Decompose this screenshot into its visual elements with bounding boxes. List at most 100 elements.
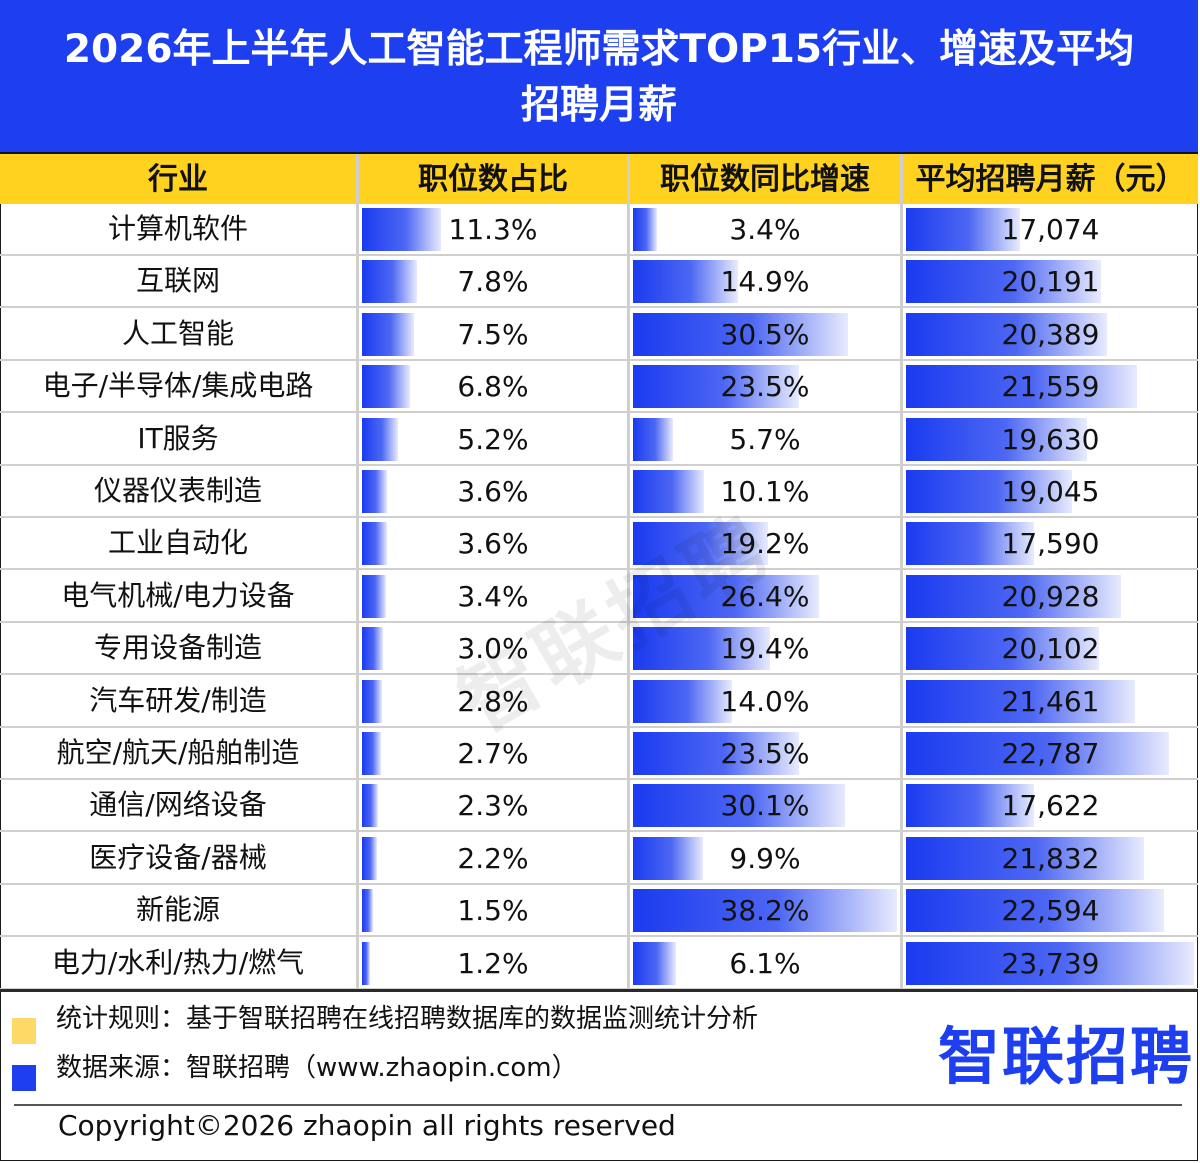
table-row: 新能源 1.5% 38.2% 22,594 — [0, 885, 1198, 938]
share-value: 2.7% — [457, 737, 529, 770]
industry-label: 汽车研发/制造 — [89, 683, 267, 717]
salary-value: 21,832 — [1001, 841, 1100, 875]
growth-value: 6.1% — [729, 946, 801, 980]
growth-bar — [633, 470, 705, 513]
salary-bar — [906, 627, 1100, 671]
growth-value: 23.5% — [720, 737, 810, 770]
share-value: 6.8% — [457, 370, 529, 404]
growth-value: 19.4% — [720, 632, 810, 666]
share-value: 3.0% — [457, 632, 529, 666]
growth-bar — [633, 260, 738, 304]
growth-bar — [633, 784, 846, 828]
industry-label: 计算机软件 — [107, 212, 248, 245]
share-value: 3.6% — [457, 475, 529, 508]
industry-label: 通信/网络设备 — [89, 788, 267, 822]
share-value: 7.5% — [457, 317, 529, 351]
column-divider — [356, 154, 359, 990]
industry-label: 电气机械/电力设备 — [61, 578, 295, 612]
salary-bar — [906, 941, 1194, 985]
salary-bar — [906, 784, 1035, 828]
table-row: 通信/网络设备 2.3% 30.1% 17,622 — [0, 780, 1198, 833]
industry-label: IT服务 — [137, 421, 219, 455]
salary-value: 17,590 — [1001, 527, 1100, 561]
growth-bar — [633, 312, 848, 356]
salary-value: 20,389 — [1001, 317, 1100, 351]
industry-label: 专用设备制造 — [93, 631, 262, 665]
share-value: 11.3% — [448, 213, 538, 246]
share-value: 3.4% — [457, 579, 529, 613]
industry-label: 互联网 — [135, 264, 220, 298]
table-row: IT服务 5.2% 5.7% 19,630 — [0, 414, 1198, 466]
salary-bar — [906, 836, 1145, 880]
share-bar — [362, 470, 388, 513]
growth-bar — [633, 574, 820, 618]
header-share: 职位数占比 — [418, 162, 568, 197]
share-value: 2.2% — [457, 841, 529, 875]
growth-bar — [633, 417, 674, 461]
salary-bar — [906, 260, 1102, 304]
industry-label: 医疗设备/器械 — [89, 840, 267, 874]
title-line-2: 招聘月薪 — [520, 83, 677, 128]
footer-divider — [0, 989, 1198, 992]
growth-value: 14.9% — [720, 265, 810, 299]
growth-value: 19.2% — [720, 527, 810, 561]
zhaopin-logo: 智联招聘 — [938, 1020, 1195, 1093]
salary-value: 21,559 — [1001, 370, 1100, 404]
table-row: 医疗设备/器械 2.2% 9.9% 21,832 — [0, 833, 1198, 885]
share-bar — [362, 941, 371, 985]
table-row: 电子/半导体/集成电路 6.8% 23.5% 21,559 — [0, 361, 1198, 414]
legend-yellow-square — [12, 1018, 36, 1044]
growth-value: 14.0% — [720, 684, 810, 718]
salary-bar — [906, 574, 1121, 618]
header-growth: 职位数同比增速 — [660, 162, 870, 197]
share-bar — [362, 574, 386, 618]
share-bar — [362, 522, 388, 566]
salary-value: 22,594 — [1001, 894, 1100, 928]
share-bar — [362, 784, 379, 828]
salary-bar — [906, 732, 1170, 775]
share-bar — [362, 889, 373, 933]
growth-value: 23.5% — [720, 370, 810, 404]
salary-bar — [906, 365, 1138, 409]
industry-label: 电子/半导体/集成电路 — [42, 369, 314, 403]
table-row: 工业自动化 3.6% 19.2% 17,590 — [0, 518, 1198, 571]
share-bar — [362, 836, 378, 880]
salary-value: 19,630 — [1001, 422, 1100, 456]
footer-source-text: 数据来源：智联招聘（www.zhaopin.com） — [56, 1053, 578, 1083]
copyright-divider — [14, 1104, 1182, 1106]
salary-bar — [906, 679, 1135, 723]
table-row: 电力/水利/热力/燃气 1.2% 6.1% 23,739 — [0, 938, 1198, 990]
salary-value: 17,074 — [1001, 213, 1100, 246]
table-row: 仪器仪表制造 3.6% 10.1% 19,045 — [0, 466, 1198, 518]
salary-value: 17,622 — [1001, 789, 1100, 823]
salary-value: 19,045 — [1001, 475, 1100, 508]
share-bar — [362, 732, 381, 775]
title-line-1: 2026年上半年人工智能工程师需求TOP15行业、增速及平均 — [63, 27, 1135, 72]
growth-bar — [633, 208, 657, 251]
salary-value: 22,787 — [1001, 737, 1100, 770]
table-row: 互联网 7.8% 14.9% 20,191 — [0, 256, 1198, 309]
header-salary: 平均招聘月薪（元） — [915, 162, 1186, 197]
salary-value: 20,191 — [1001, 265, 1100, 299]
salary-bar — [906, 312, 1107, 356]
table-row: 汽车研发/制造 2.8% 14.0% 21,461 — [0, 676, 1198, 728]
growth-value: 26.4% — [720, 579, 810, 613]
share-bar — [362, 260, 417, 304]
growth-bar — [633, 522, 769, 566]
share-value: 2.8% — [457, 684, 529, 718]
share-value: 7.8% — [457, 265, 529, 299]
share-bar — [362, 627, 383, 671]
share-bar — [362, 417, 399, 461]
growth-bar — [633, 941, 676, 985]
share-bar — [362, 365, 410, 409]
share-value: 3.6% — [457, 527, 529, 561]
growth-value: 30.1% — [720, 789, 810, 823]
growth-value: 10.1% — [720, 475, 810, 508]
industry-label: 仪器仪表制造 — [93, 474, 262, 507]
share-bar — [362, 312, 415, 356]
industry-label: 新能源 — [135, 893, 220, 927]
legend-blue-square — [12, 1065, 36, 1091]
growth-value: 5.7% — [729, 422, 801, 456]
growth-bar — [633, 627, 770, 671]
copyright-text: Copyright©2026 zhaopin all rights reserv… — [58, 1109, 676, 1142]
